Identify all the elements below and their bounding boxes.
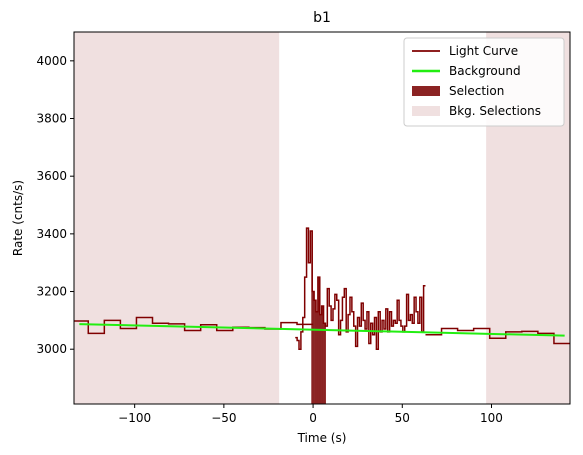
selection-layer xyxy=(311,230,326,404)
background-layer xyxy=(79,323,565,337)
light-curve-coarse-right xyxy=(425,327,570,345)
selection-bin xyxy=(317,277,321,404)
legend-swatch-selection xyxy=(412,86,440,96)
x-tick-label: 50 xyxy=(395,411,410,425)
legend-box xyxy=(403,37,565,127)
x-axis-label: Time (s) xyxy=(297,431,347,445)
x-tick-label: 100 xyxy=(480,411,503,425)
legend-label-selection: Selection xyxy=(449,84,504,98)
y-tick-label: 4000 xyxy=(36,54,67,68)
selection-bin xyxy=(319,314,322,404)
y-tick-label: 3600 xyxy=(36,169,67,183)
legend: Light Curve Background Selection Bkg. Selec… xyxy=(403,37,565,127)
selection-bin xyxy=(314,300,317,404)
legend-swatch-bkg_selection xyxy=(412,106,440,116)
selection-bin xyxy=(323,323,326,404)
y-tick-label: 3000 xyxy=(36,342,67,356)
legend-label-background: Background xyxy=(449,64,521,78)
x-tick-label: −100 xyxy=(118,411,151,425)
bkg-selection-region xyxy=(74,32,280,404)
legend-label-light_curve: Light Curve xyxy=(449,44,518,58)
x-tick-label: 0 xyxy=(309,411,317,425)
background-line xyxy=(79,323,565,337)
y-axis-label: Rate (cnts/s) xyxy=(11,180,25,256)
y-tick-label: 3800 xyxy=(36,112,67,126)
chart-title: b1 xyxy=(313,10,331,26)
legend-label-bkg_selection: Bkg. Selections xyxy=(449,104,541,118)
selection-bin xyxy=(312,291,315,404)
selection-bin xyxy=(311,230,313,404)
y-axis: 3000 3200 3400 3600 3800 4000 xyxy=(36,54,74,356)
selection-bin xyxy=(321,305,324,404)
x-tick-label: −50 xyxy=(211,411,236,425)
selection-bin xyxy=(316,311,319,404)
x-axis: −100 −50 0 50 100 xyxy=(118,404,503,425)
y-tick-label: 3200 xyxy=(36,285,67,299)
y-tick-label: 3400 xyxy=(36,227,67,241)
plot-frame xyxy=(73,31,571,405)
